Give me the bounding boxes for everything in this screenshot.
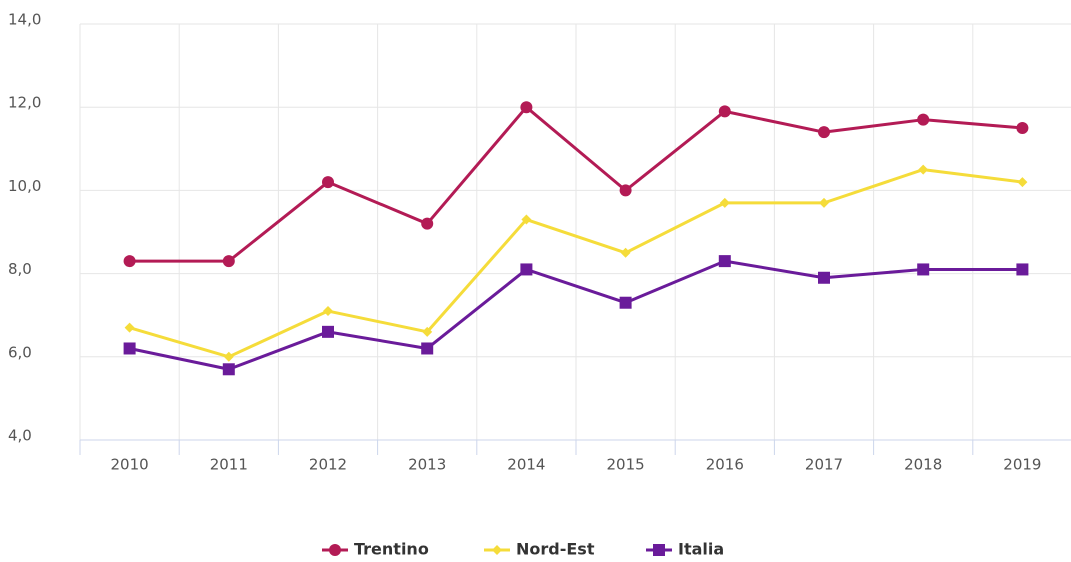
x-tick-label: 2018 <box>904 456 942 474</box>
series-line <box>129 168 1023 359</box>
marker <box>492 545 502 555</box>
marker <box>223 351 234 362</box>
y-tick-label: 6,0 <box>8 343 32 361</box>
marker <box>323 306 333 317</box>
marker <box>421 217 434 230</box>
marker <box>123 342 136 355</box>
y-tick-label: 10,0 <box>8 177 41 195</box>
series-line <box>129 259 1023 371</box>
marker <box>123 255 136 268</box>
x-tick-label: 2016 <box>706 456 744 474</box>
y-tick-label: 4,0 <box>8 427 32 445</box>
y-tick-label: 8,0 <box>8 260 32 278</box>
marker <box>322 325 334 338</box>
x-tick-label: 2014 <box>507 456 545 474</box>
legend-item: Trentino <box>322 540 429 559</box>
marker <box>619 296 632 309</box>
marker <box>422 326 433 337</box>
marker <box>520 101 533 114</box>
y-tick-label: 12,0 <box>8 94 41 112</box>
marker <box>1017 177 1028 188</box>
legend-label: Italia <box>678 540 724 559</box>
legend-item: Italia <box>646 540 724 559</box>
marker <box>222 363 235 376</box>
x-tick-label: 2010 <box>111 456 149 474</box>
marker <box>421 342 434 355</box>
x-tick-label: 2011 <box>210 456 248 474</box>
marker <box>222 255 235 268</box>
marker <box>719 197 730 208</box>
marker <box>818 126 830 139</box>
marker <box>619 184 632 197</box>
x-tick-label: 2015 <box>607 456 645 474</box>
x-tick-label: 2017 <box>805 456 843 474</box>
marker <box>818 271 830 284</box>
x-tick-label: 2019 <box>1003 456 1041 474</box>
marker <box>322 176 334 189</box>
marker <box>520 263 533 276</box>
marker <box>1016 263 1029 276</box>
marker <box>917 113 930 126</box>
y-tick-label: 14,0 <box>8 11 41 29</box>
marker <box>718 255 731 268</box>
marker <box>124 322 135 333</box>
legend-item: Nord-Est <box>484 540 595 559</box>
legend-label: Trentino <box>354 540 429 559</box>
marker <box>718 105 731 118</box>
x-tick-label: 2012 <box>309 456 347 474</box>
x-tick-label: 2013 <box>408 456 446 474</box>
marker <box>620 247 631 258</box>
marker <box>521 214 532 225</box>
legend-label: Nord-Est <box>516 540 595 559</box>
series-line <box>129 105 1023 263</box>
marker <box>819 197 829 208</box>
marker <box>918 164 929 175</box>
marker <box>329 544 341 556</box>
marker <box>1016 122 1029 134</box>
marker <box>917 263 930 276</box>
marker <box>653 544 665 556</box>
